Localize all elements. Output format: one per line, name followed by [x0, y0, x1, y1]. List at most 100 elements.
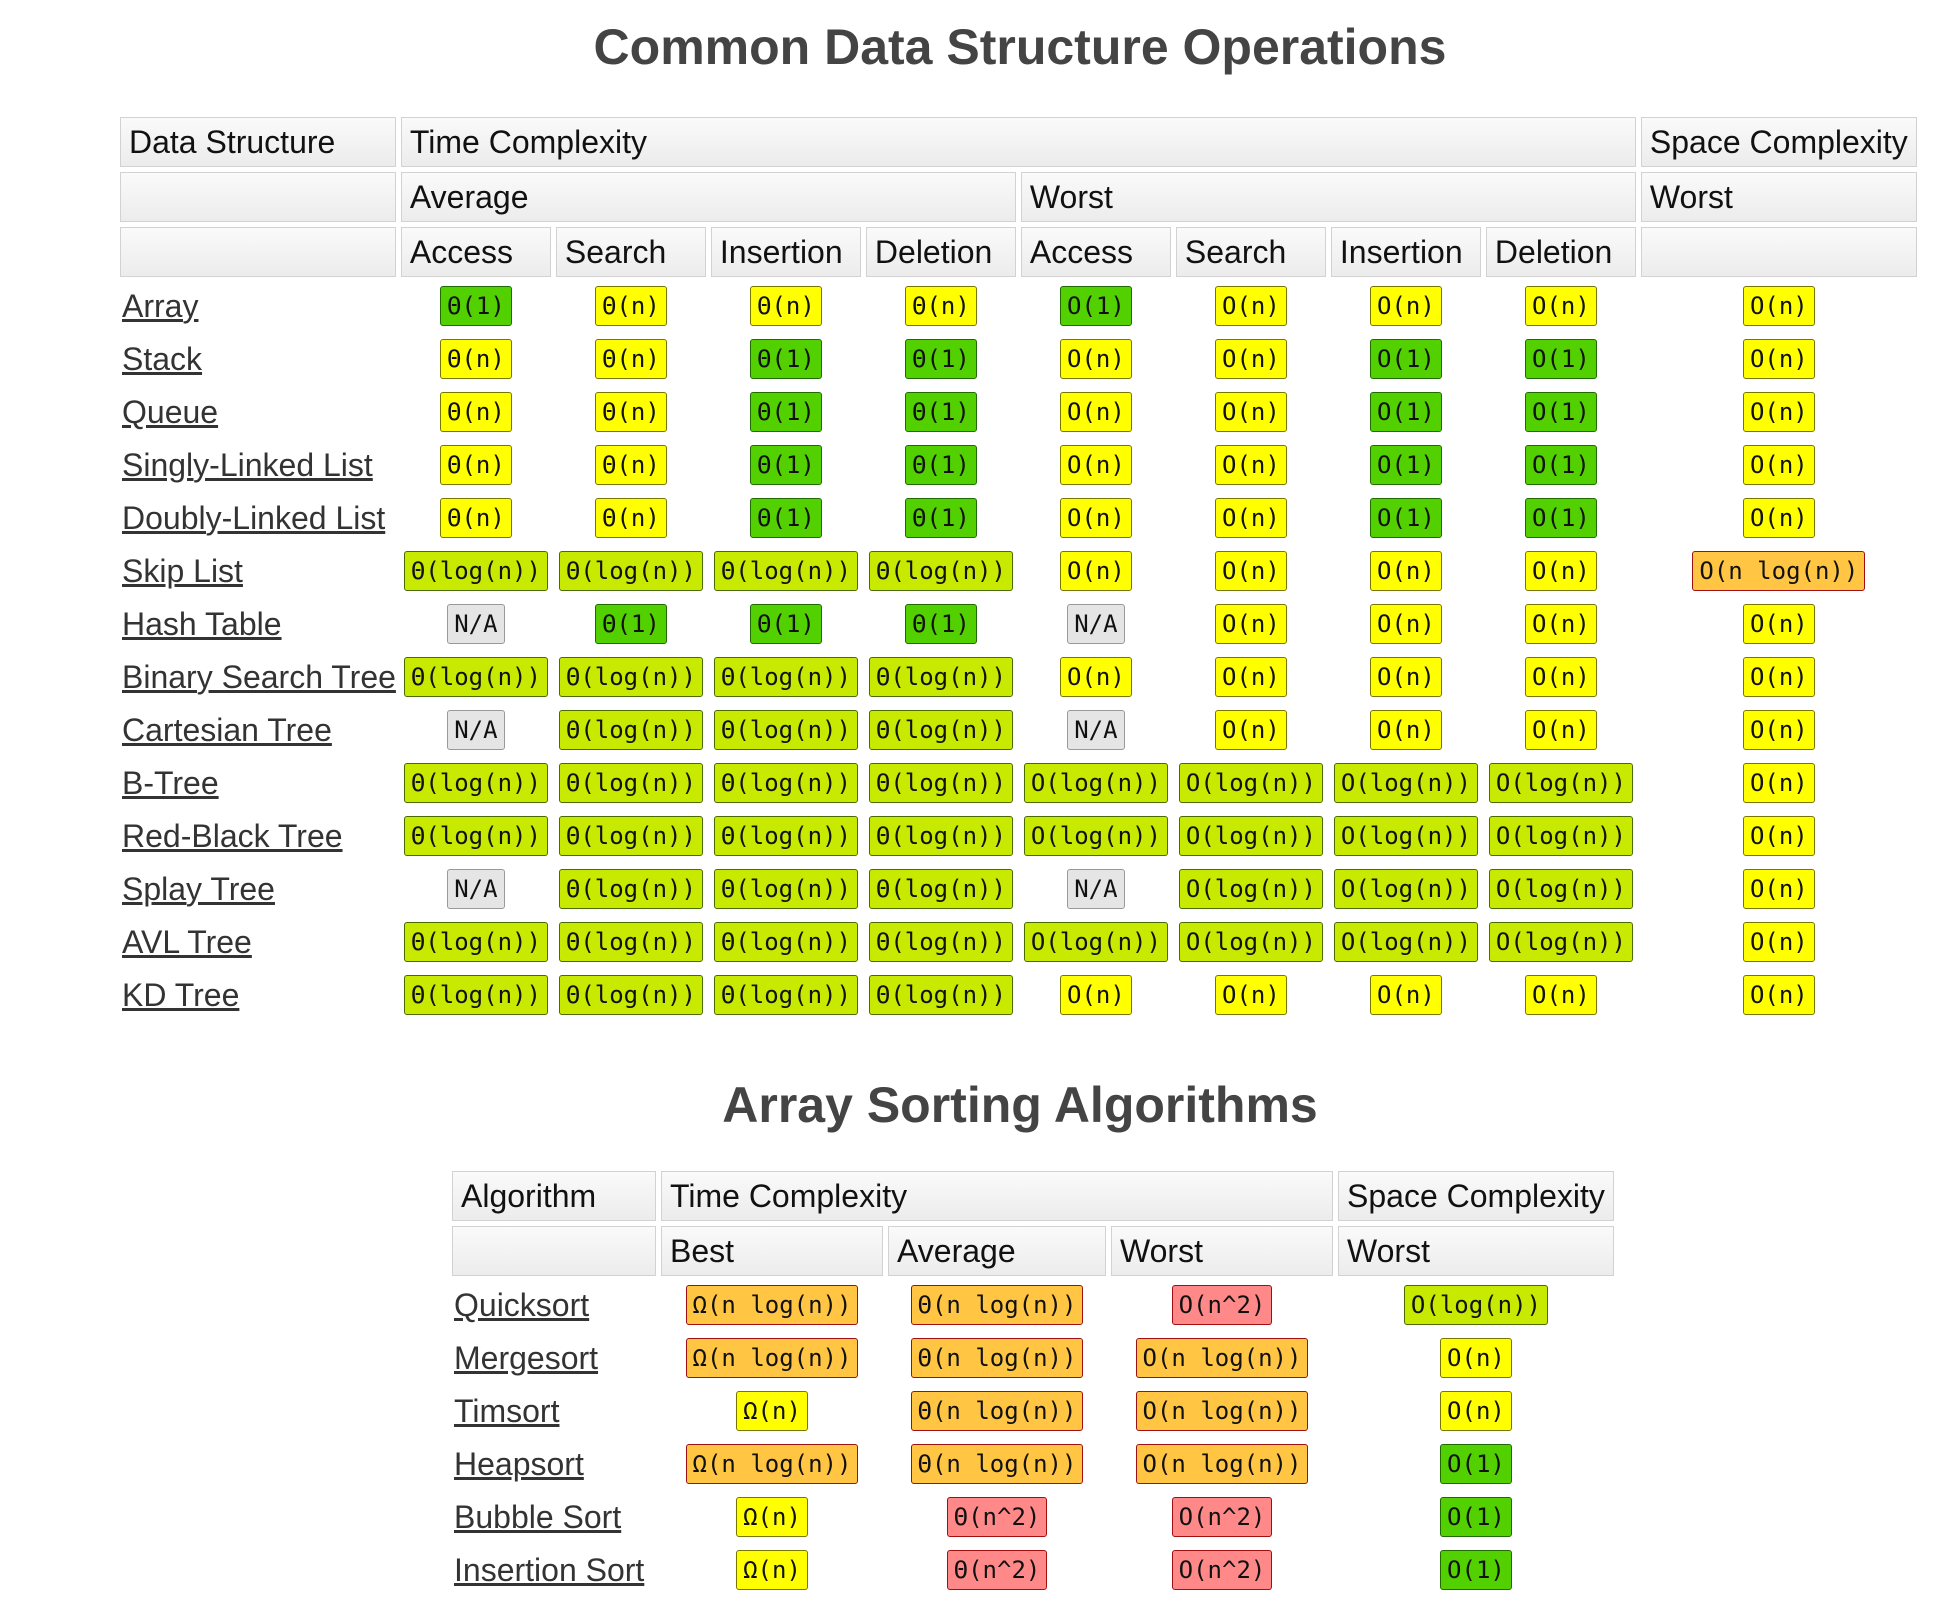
row-name-cell: Hash Table	[120, 600, 396, 648]
table-row: Quicksort Ω(n log(n)) Θ(n log(n)) O(n^2) O(l…	[452, 1281, 1614, 1329]
complexity-cell: N/A	[401, 600, 551, 648]
complexity-badge: O(1)	[1525, 498, 1597, 538]
complexity-cell: O(n)	[1021, 653, 1171, 701]
complexity-badge: Θ(1)	[905, 339, 977, 379]
complexity-cell: Θ(n log(n))	[888, 1281, 1106, 1329]
row-name-cell: Doubly-Linked List	[120, 494, 396, 542]
complexity-cell: Θ(n)	[711, 282, 861, 330]
complexity-cell: O(n)	[1176, 282, 1326, 330]
sort-table-body: Quicksort Ω(n log(n)) Θ(n log(n)) O(n^2) O(l…	[452, 1281, 1614, 1594]
header-average: Average	[400, 172, 1016, 222]
complexity-badge: Θ(log(n))	[403, 657, 548, 697]
complexity-badge: O(log(n))	[1023, 816, 1168, 856]
complexity-badge: Ω(n)	[736, 1497, 808, 1537]
complexity-badge: O(n)	[1215, 604, 1287, 644]
complexity-badge: O(n)	[1525, 551, 1597, 591]
complexity-badge: Θ(1)	[750, 339, 822, 379]
complexity-badge: Θ(1)	[905, 498, 977, 538]
complexity-badge: O(1)	[1060, 286, 1132, 326]
row-name-link[interactable]: Stack	[122, 340, 203, 377]
row-name-link[interactable]: AVL Tree	[122, 923, 252, 960]
complexity-cell: Θ(log(n))	[866, 547, 1016, 595]
row-name-link[interactable]: Insertion Sort	[454, 1551, 645, 1588]
row-name-link[interactable]: Bubble Sort	[454, 1498, 622, 1535]
complexity-cell: O(n)	[1641, 812, 1917, 860]
complexity-cell: Θ(log(n))	[401, 918, 551, 966]
header-worst: Worst	[1111, 1226, 1333, 1276]
complexity-cell: Θ(1)	[866, 494, 1016, 542]
table-row: Singly-Linked List Θ(n) Θ(n) Θ(1) Θ(1) O(n) O(…	[120, 441, 1917, 489]
header-space-worst: Worst	[1338, 1226, 1614, 1276]
row-name-link[interactable]: KD Tree	[122, 976, 240, 1013]
row-name-cell: Splay Tree	[120, 865, 396, 913]
complexity-cell: Ω(n log(n))	[661, 1440, 883, 1488]
complexity-badge: O(n)	[1742, 445, 1815, 485]
row-name-cell: Queue	[120, 388, 396, 436]
complexity-badge: Θ(log(n))	[403, 922, 548, 962]
complexity-badge: O(n)	[1525, 975, 1597, 1015]
complexity-cell: O(n)	[1176, 971, 1326, 1019]
row-name-link[interactable]: Quicksort	[454, 1286, 590, 1323]
row-name-link[interactable]: Splay Tree	[122, 870, 275, 907]
complexity-cell: O(n)	[1331, 971, 1481, 1019]
row-name-cell: Insertion Sort	[452, 1546, 656, 1594]
complexity-badge: Ω(n log(n))	[685, 1338, 859, 1378]
complexity-cell: Θ(log(n))	[401, 653, 551, 701]
complexity-cell: O(1)	[1486, 388, 1636, 436]
complexity-cell: O(n)	[1176, 441, 1326, 489]
row-name-link[interactable]: Queue	[122, 393, 219, 430]
complexity-badge: O(n)	[1525, 710, 1597, 750]
complexity-cell: O(n log(n))	[1641, 547, 1917, 595]
complexity-badge: Θ(log(n))	[713, 710, 858, 750]
complexity-cell: O(log(n))	[1338, 1281, 1614, 1329]
complexity-badge: Θ(1)	[750, 498, 822, 538]
complexity-badge: O(1)	[1525, 445, 1597, 485]
complexity-badge: O(n)	[1215, 339, 1287, 379]
complexity-badge: Θ(log(n))	[558, 763, 703, 803]
complexity-badge: O(n)	[1742, 604, 1815, 644]
row-name-link[interactable]: Singly-Linked List	[122, 446, 373, 483]
complexity-cell: Θ(n)	[556, 388, 706, 436]
complexity-cell: Θ(log(n))	[866, 865, 1016, 913]
row-name-link[interactable]: Mergesort	[454, 1339, 599, 1376]
row-name-cell: Binary Search Tree	[120, 653, 396, 701]
row-name-link[interactable]: Skip List	[122, 552, 243, 589]
complexity-cell: O(log(n))	[1331, 812, 1481, 860]
row-name-link[interactable]: Doubly-Linked List	[122, 499, 386, 536]
row-name-link[interactable]: B-Tree	[122, 764, 219, 801]
complexity-badge: O(1)	[1440, 1550, 1512, 1590]
row-name-cell: Red-Black Tree	[120, 812, 396, 860]
complexity-badge: Θ(1)	[905, 392, 977, 432]
complexity-cell: O(1)	[1486, 441, 1636, 489]
complexity-cell: Θ(1)	[711, 441, 861, 489]
row-name-link[interactable]: Hash Table	[122, 605, 282, 642]
complexity-cell: Θ(log(n))	[556, 759, 706, 807]
complexity-badge: O(n)	[1370, 286, 1442, 326]
complexity-cell: Θ(log(n))	[866, 706, 1016, 754]
row-name-link[interactable]: Array	[122, 287, 199, 324]
complexity-cell: Θ(log(n))	[711, 865, 861, 913]
row-name-link[interactable]: Timsort	[454, 1392, 560, 1429]
row-name-link[interactable]: Binary Search Tree	[122, 658, 396, 695]
complexity-badge: O(1)	[1525, 339, 1597, 379]
complexity-cell: O(n^2)	[1111, 1493, 1333, 1541]
complexity-badge: Θ(n log(n))	[910, 1444, 1084, 1484]
complexity-badge: O(n)	[1215, 445, 1287, 485]
table-row: Red-Black Tree Θ(log(n)) Θ(log(n)) Θ(log(n)…	[120, 812, 1917, 860]
complexity-badge: O(1)	[1370, 392, 1442, 432]
complexity-cell: O(1)	[1338, 1440, 1614, 1488]
header-op: Deletion	[1485, 227, 1636, 277]
header-space-complexity: Space Complexity	[1640, 117, 1917, 167]
row-name-link[interactable]: Heapsort	[454, 1445, 584, 1482]
row-name-link[interactable]: Red-Black Tree	[122, 817, 343, 854]
complexity-cell: O(1)	[1486, 335, 1636, 383]
complexity-cell: Θ(log(n))	[711, 971, 861, 1019]
header-algorithm: Algorithm	[452, 1171, 656, 1221]
complexity-cell: O(n)	[1641, 971, 1917, 1019]
complexity-cell: Θ(n)	[866, 282, 1016, 330]
complexity-cell: Θ(log(n))	[556, 971, 706, 1019]
complexity-cell: Θ(1)	[711, 388, 861, 436]
table-row: Heapsort Ω(n log(n)) Θ(n log(n)) O(n log(n)…	[452, 1440, 1614, 1488]
row-name-link[interactable]: Cartesian Tree	[122, 711, 332, 748]
complexity-cell: O(n)	[1641, 494, 1917, 542]
